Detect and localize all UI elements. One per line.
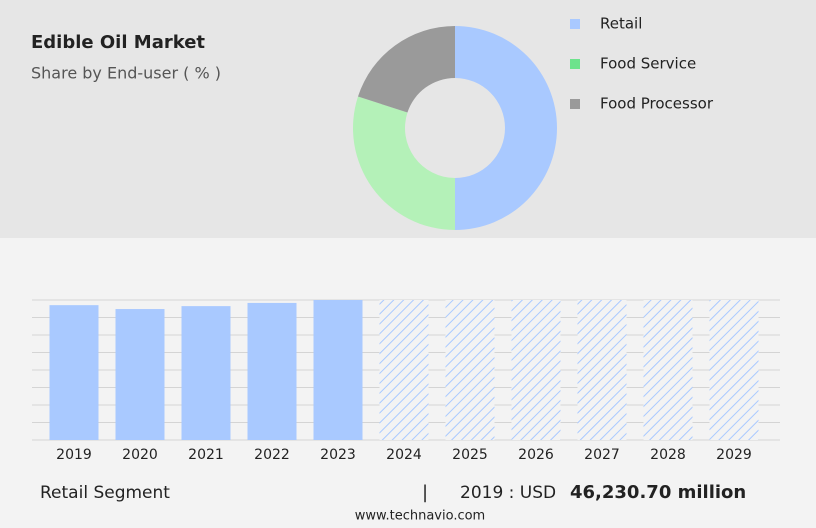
donut-slice bbox=[357, 26, 455, 113]
forecast-bar bbox=[643, 300, 693, 440]
legend-marker bbox=[570, 19, 580, 29]
x-tick-label: 2026 bbox=[518, 447, 554, 463]
forecast-bar bbox=[511, 300, 561, 440]
footer-year: 2019 : USD bbox=[460, 483, 556, 503]
x-tick-label: 2029 bbox=[716, 447, 752, 463]
footer-segment: Retail Segment bbox=[40, 483, 170, 503]
bar bbox=[247, 302, 297, 440]
legend-label: Food Service bbox=[600, 55, 696, 73]
x-tick-label: 2022 bbox=[254, 447, 290, 463]
x-tick-label: 2020 bbox=[122, 447, 158, 463]
forecast-bar bbox=[445, 300, 495, 440]
x-tick-label: 2024 bbox=[386, 447, 422, 463]
legend-label: Food Processor bbox=[600, 95, 714, 113]
chart-title: Edible Oil Market bbox=[31, 32, 205, 53]
donut-slice bbox=[455, 26, 557, 230]
chart-subtitle: Share by End-user ( % ) bbox=[31, 64, 221, 83]
bar bbox=[181, 306, 231, 440]
legend-marker bbox=[570, 59, 580, 69]
donut-slice bbox=[353, 96, 455, 230]
x-tick-label: 2021 bbox=[188, 447, 224, 463]
forecast-bar bbox=[379, 300, 429, 440]
legend-label: Retail bbox=[600, 15, 642, 33]
x-tick-label: 2028 bbox=[650, 447, 686, 463]
x-tick-label: 2023 bbox=[320, 447, 356, 463]
bar bbox=[49, 305, 99, 440]
footer-source: www.technavio.com bbox=[355, 509, 485, 524]
x-tick-label: 2019 bbox=[56, 447, 92, 463]
bar bbox=[313, 300, 363, 440]
footer-separator: | bbox=[422, 482, 428, 503]
forecast-bar bbox=[577, 300, 627, 440]
bar bbox=[115, 309, 165, 440]
footer-value: 46,230.70 million bbox=[570, 482, 746, 503]
x-tick-label: 2027 bbox=[584, 447, 620, 463]
legend-marker bbox=[570, 99, 580, 109]
forecast-bar bbox=[709, 300, 759, 440]
x-tick-label: 2025 bbox=[452, 447, 488, 463]
